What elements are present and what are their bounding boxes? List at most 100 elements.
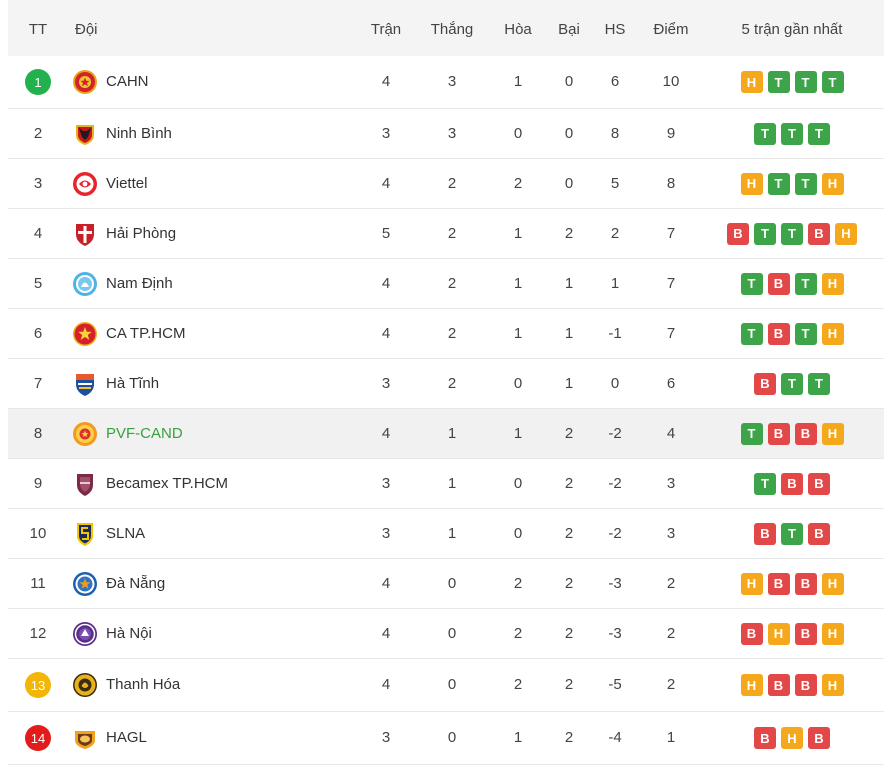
header-rank: TT (28, 20, 48, 38)
rank-position-badge: 1 (25, 69, 51, 95)
form-result-badge: B (767, 674, 790, 696)
lost-value: 0 (564, 124, 574, 142)
team-name-link[interactable]: HAGL (106, 729, 147, 746)
points-value: 3 (666, 474, 676, 492)
lost-value: 1 (564, 274, 574, 292)
header-points: Điểm (653, 20, 689, 38)
drawn-value: 1 (513, 224, 523, 242)
team-name-link[interactable]: PVF-CAND (106, 424, 183, 442)
form-result-badge: T (754, 222, 776, 245)
thanh-hoa-crest-icon (72, 672, 98, 698)
won-value: 2 (447, 324, 457, 342)
form-result-badge: H (821, 172, 844, 195)
form-result-badge: T (794, 272, 817, 295)
form-result-badge: T (740, 322, 763, 345)
rank-number: 8 (33, 424, 43, 442)
rank-cell: 14 (8, 725, 68, 751)
lost-value: 2 (564, 224, 574, 242)
header-won: Thắng (430, 20, 474, 38)
team-name-link[interactable]: CAHN (106, 73, 149, 90)
team-name-link[interactable]: Becamex TP.HCM (106, 474, 228, 492)
team-cell: SLNA (68, 521, 354, 547)
form-result-badge: T (781, 372, 803, 395)
rank-cell: 7 (8, 374, 68, 394)
won-value: 3 (447, 124, 457, 142)
form-result-badge: H (821, 572, 844, 595)
header-team: Đội (75, 20, 98, 38)
team-cell: CAHN (68, 69, 354, 95)
rank-number: 4 (33, 224, 43, 242)
form-result-badge: T (808, 372, 830, 395)
goal-difference-value: -2 (608, 424, 622, 442)
team-name-link[interactable]: Ninh Bình (106, 124, 172, 142)
won-value: 1 (447, 474, 457, 492)
rank-number: 9 (33, 474, 43, 492)
team-cell: Viettel (68, 171, 354, 197)
form-result-badge: B (767, 272, 790, 295)
rank-cell: 9 (8, 474, 68, 494)
form-result-badge: B (794, 422, 817, 445)
form-result-badge: B (808, 222, 830, 245)
won-value: 1 (447, 524, 457, 542)
team-cell: CA TP.HCM (68, 321, 354, 347)
drawn-value: 0 (513, 524, 523, 542)
team-name-link[interactable]: SLNA (106, 524, 146, 542)
form-result-badge: B (754, 522, 776, 545)
drawn-value: 1 (513, 324, 523, 342)
rank-cell: 11 (8, 574, 68, 594)
team-name-link[interactable]: Hà Tĩnh (106, 374, 160, 392)
goal-difference-value: -2 (608, 474, 622, 492)
form-result-badge: H (821, 422, 844, 445)
slna-crest-icon (72, 521, 98, 547)
form-result-badge: T (740, 422, 763, 445)
ca-tphcm-crest-icon (72, 321, 98, 347)
points-value: 7 (666, 324, 676, 342)
form-result-badge: B (808, 727, 830, 749)
form-result-badge: H (767, 622, 790, 645)
won-value: 0 (447, 676, 457, 693)
drawn-value: 1 (513, 729, 523, 746)
rank-cell: 6 (8, 324, 68, 344)
points-value: 2 (666, 574, 676, 592)
played-value: 3 (381, 124, 391, 142)
team-cell: Hải Phòng (68, 221, 354, 247)
team-name-link[interactable]: Nam Định (106, 274, 173, 292)
points-value: 7 (666, 224, 676, 242)
team-name-link[interactable]: Thanh Hóa (106, 676, 181, 693)
lost-value: 2 (564, 424, 574, 442)
form-result-badge: B (754, 727, 776, 749)
drawn-value: 2 (513, 574, 523, 592)
lost-value: 2 (564, 524, 574, 542)
form-result-badge: B (794, 674, 817, 696)
team-cell: Hà Nội (68, 621, 354, 647)
goal-difference-value: -3 (608, 624, 622, 642)
standings-header: TT Đội Trận Thắng Hòa Bại HS Điểm 5 trận… (8, 0, 884, 56)
goal-difference-value: -3 (608, 574, 622, 592)
team-name-link[interactable]: CA TP.HCM (106, 324, 186, 342)
rank-cell: 1 (8, 69, 68, 95)
hagl-crest-icon (72, 725, 98, 751)
points-value: 2 (666, 624, 676, 642)
team-name-link[interactable]: Đà Nẵng (106, 574, 166, 592)
lost-value: 2 (564, 729, 574, 746)
team-name-link[interactable]: Hà Nội (106, 624, 152, 642)
form-result-badge: H (821, 674, 844, 696)
points-value: 3 (666, 524, 676, 542)
goal-difference-value: -1 (608, 324, 622, 342)
team-name-link[interactable]: Hải Phòng (106, 224, 177, 242)
form-result-badge: H (821, 622, 844, 645)
team-name-link[interactable]: Viettel (106, 174, 148, 192)
form-result-badge: H (740, 71, 763, 93)
points-value: 7 (666, 274, 676, 292)
standings-table: TT Đội Trận Thắng Hòa Bại HS Điểm 5 trận… (8, 0, 884, 765)
team-cell: Đà Nẵng (68, 571, 354, 597)
